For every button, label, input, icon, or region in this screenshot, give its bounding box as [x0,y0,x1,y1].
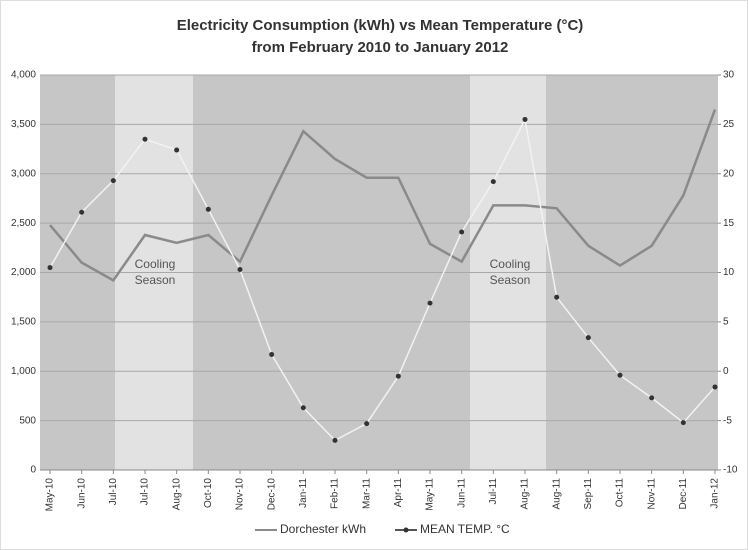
chart-title: Electricity Consumption (kWh) vs Mean Te… [177,17,584,34]
temp-marker [712,384,718,390]
series-line [49,109,717,283]
y-tick-label: 2,000 [11,267,36,278]
x-tick-label: Nov-11 [646,478,657,510]
x-tick-label: Jan-12 [710,478,721,509]
series-line [49,117,716,442]
temp-marker [617,372,623,378]
temp-marker [300,405,306,411]
temp-marker [585,335,591,341]
x-tick-label: Mar-11 [361,478,372,509]
x-tick-label: May-11 [425,478,436,511]
y-tick-label: 3,500 [11,119,36,130]
y-tick-label: 0 [30,465,36,476]
x-tick-label: Oct-10 [203,478,214,508]
x-tick-label: Apr-11 [393,478,404,508]
x-tick-label: Jul-10 [108,478,119,506]
temp-marker [680,420,686,426]
chart-subtitle: from February 2010 to January 2012 [252,39,509,56]
y2-tick-label: 25 [723,119,735,130]
x-tick-label: Jul-10 [140,478,151,506]
x-tick-label: Feb-11 [330,478,341,509]
x-tick-label: May-10 [45,478,56,512]
legend-label: MEAN TEMP. °C [420,522,510,536]
temp-marker [364,421,370,427]
temp-marker [395,373,401,379]
y-tick-label: 2,500 [11,218,36,229]
x-tick-label: Aug-10 [171,478,182,511]
x-tick-label: Dec-10 [266,478,277,511]
annotation: Cooling Season [490,257,531,287]
x-tick-label: Aug-11 [520,478,531,510]
annotation: Cooling Season [135,257,176,287]
x-tick-label: Dec-11 [678,478,689,510]
x-tick-label: Jan-11 [298,478,309,508]
temp-marker [459,229,465,235]
x-tick-label: Sep-11 [583,478,594,510]
temp-marker [47,265,53,271]
x-tick-label: Oct-11 [615,478,626,508]
temp-marker [269,351,275,357]
y2-tick-label: 5 [723,317,729,328]
y2-tick-label: 20 [723,168,735,179]
temp-marker [554,294,560,300]
y-tick-label: 3,000 [11,168,36,179]
temp-marker [490,179,496,185]
temp-marker [332,437,338,443]
legend-label: Dorchester kWh [280,522,366,536]
temp-marker [522,116,528,122]
x-tick-label: Aug-11 [551,478,562,510]
temp-marker [174,147,180,153]
y-tick-label: 1,000 [11,366,36,377]
temp-marker [237,267,243,273]
x-tick-label: Nov-10 [235,478,246,511]
y-tick-label: 1,500 [11,317,36,328]
legend-marker [403,527,409,533]
temp-marker [649,395,655,401]
y2-tick-label: -10 [723,465,738,476]
y-tick-label: 4,000 [11,70,36,81]
y2-tick-label: 0 [723,366,729,377]
temp-marker [427,300,433,306]
temp-marker [110,178,116,184]
y2-tick-label: -5 [723,415,732,426]
y-tick-label: 500 [19,415,36,426]
temp-marker [142,136,148,142]
x-tick-label: Jul-11 [488,478,499,505]
temp-marker [79,209,85,215]
y2-tick-label: 15 [723,218,735,229]
x-tick-label: Jun-10 [76,478,87,509]
x-tick-label: Jun-11 [456,478,467,508]
y2-tick-label: 10 [723,267,735,278]
temp-marker [205,206,211,212]
y2-tick-label: 30 [723,70,735,81]
